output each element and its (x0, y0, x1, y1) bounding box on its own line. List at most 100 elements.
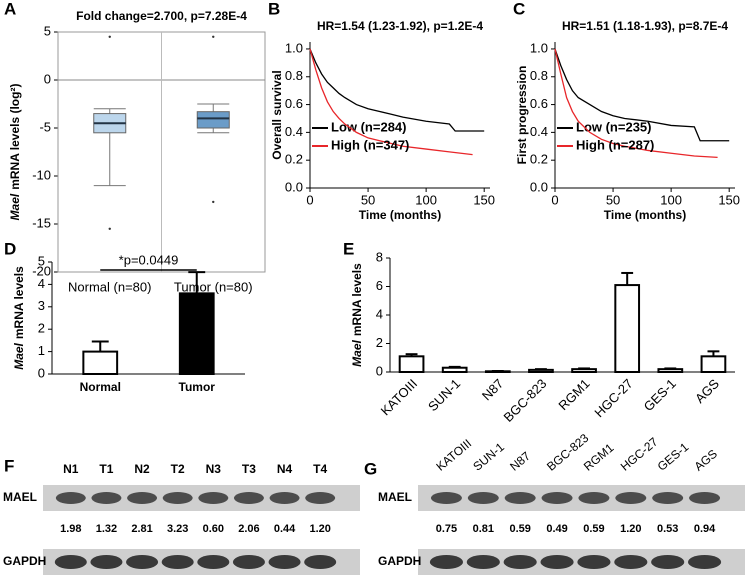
x-tick-label: Tumor (179, 380, 216, 394)
y-axis-label: Mael mRNA levels (log²) (8, 84, 22, 221)
lane-label: N1 (63, 462, 79, 476)
band (304, 555, 337, 569)
y-axis-label-italic: Mael (8, 193, 22, 220)
ratio-label: 0.49 (546, 523, 567, 535)
x-tick-label: 100 (415, 192, 437, 207)
annotation: *p=0.0449 (119, 252, 179, 267)
y-tick-label: 0.4 (530, 124, 548, 139)
lane-label: T3 (242, 462, 256, 476)
y-tick-label: 0 (38, 365, 45, 380)
y-axis-label: Mael mRNA levels (12, 266, 26, 370)
band (55, 492, 86, 504)
y-axis-label: Mael mRNA levels (350, 263, 364, 367)
chart-title: HR=1.54 (1.23-1.92), p=1.2E-4 (317, 19, 483, 33)
x-tick-label: KATOIII (378, 376, 420, 418)
y-axis-label-text: First progression (515, 66, 529, 165)
lane-label: AGS (692, 447, 720, 474)
y-tick-label: 0 (44, 71, 51, 86)
box (196, 111, 230, 129)
outlier (212, 200, 215, 204)
lane-label: HGC-27 (618, 435, 661, 474)
x-tick-label: N87 (479, 376, 506, 403)
band (504, 492, 536, 504)
ratio-label: 1.32 (96, 523, 117, 535)
x-tick-label: 50 (361, 192, 375, 207)
band (90, 555, 123, 569)
outlier (108, 227, 111, 230)
ratio-label: 0.44 (274, 523, 296, 535)
panel-letter: F (4, 456, 14, 475)
band (687, 555, 722, 569)
ratio-label: 0.59 (509, 523, 530, 535)
y-axis-label: First progression (515, 66, 529, 165)
survival-curve (309, 48, 485, 132)
x-axis-label: Time (months) (359, 208, 441, 222)
y-axis-label-text: Overall survival (270, 70, 284, 159)
band (614, 555, 648, 569)
outlier (212, 35, 215, 38)
band (615, 492, 647, 504)
bar (398, 355, 425, 374)
panel-letter: A (4, 0, 16, 18)
y-tick-label: -5 (39, 119, 51, 134)
legend-label: High (n=287) (576, 137, 654, 152)
band (503, 555, 537, 569)
ratio-label: 3.23 (167, 523, 188, 535)
row-label: GAPDH (3, 554, 46, 568)
ratio-label: 1.98 (60, 523, 81, 535)
ratio-label: 0.53 (657, 523, 678, 535)
ratio-label: 0.94 (694, 523, 716, 535)
y-tick-label: 1.0 (530, 40, 548, 55)
bar (82, 350, 119, 376)
x-tick-label: 0 (551, 192, 558, 207)
band (54, 555, 87, 569)
band (232, 555, 265, 569)
panel-letter: G (364, 459, 377, 478)
x-tick-label: BGC-823 (501, 376, 550, 425)
y-tick-label: -20 (32, 263, 51, 278)
band (268, 555, 301, 569)
y-axis-label: Overall survival (270, 70, 284, 159)
panel-letter: B (268, 0, 280, 18)
y-tick-label: -15 (32, 215, 51, 230)
ratio-label: 2.81 (131, 523, 152, 535)
x-tick-label: SUN-1 (425, 376, 463, 414)
row-label: MAEL (378, 490, 412, 504)
lane-label: N87 (507, 449, 533, 474)
y-tick-label: 0.4 (285, 124, 303, 139)
ratio-label: 0.59 (583, 523, 604, 535)
band (466, 555, 500, 569)
y-tick-label: 0 (376, 363, 383, 378)
panel-letter: E (343, 239, 354, 258)
band (429, 555, 464, 569)
y-tick-label: 5 (38, 253, 45, 268)
legend-label: High (n=347) (331, 137, 409, 152)
survival-curve (554, 48, 718, 159)
y-axis-label-text: mRNA levels (log²) (8, 84, 22, 190)
band (651, 555, 685, 569)
bar (528, 368, 554, 373)
y-tick-label: 8 (376, 249, 383, 264)
lane-label: N3 (206, 462, 222, 476)
ratio-label: 2.06 (238, 523, 259, 535)
x-tick-label: 50 (606, 192, 620, 207)
y-tick-label: 0.8 (285, 68, 303, 83)
x-tick-label: Tumor (n=80) (174, 279, 253, 294)
band (652, 492, 684, 504)
lane-label: T1 (99, 462, 113, 476)
band (91, 492, 122, 504)
x-tick-label: 100 (660, 192, 682, 207)
band (467, 492, 499, 504)
band (689, 492, 721, 504)
panel-letter: C (513, 0, 525, 18)
lane-label: KATOIII (433, 436, 474, 473)
chart-title: Fold change=2.700, p=7.28E-4 (76, 9, 247, 23)
band (197, 555, 230, 569)
x-tick-label: AGS (692, 376, 722, 406)
band (269, 492, 300, 504)
bar (178, 292, 215, 375)
lane-label: SUN-1 (470, 440, 507, 474)
row-label: GAPDH (378, 554, 421, 568)
band (541, 492, 573, 504)
